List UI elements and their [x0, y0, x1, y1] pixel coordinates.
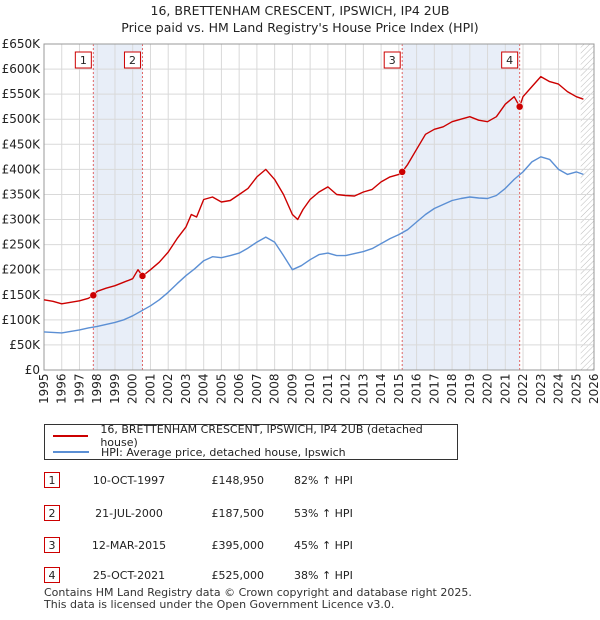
footer-attribution: Contains HM Land Registry data © Crown c… — [44, 587, 472, 611]
sale-price: £525,000 — [211, 569, 265, 582]
table-row: 3 12-MAR-2015 £395,000 45% ↑ HPI — [44, 537, 464, 557]
x-tick-label: 2017 — [427, 373, 441, 404]
sale-point — [398, 168, 406, 176]
x-tick-label: 1998 — [90, 373, 104, 404]
sale-date: 21-JUL-2000 — [95, 507, 163, 520]
sale-hpi-change: 53% ↑ HPI — [294, 507, 353, 520]
series-line — [43, 156, 584, 334]
y-tick-label: £400K — [2, 162, 42, 176]
legend-swatch-hpi — [53, 451, 89, 453]
x-tick-label: 1996 — [55, 373, 69, 404]
footer-line-1: Contains HM Land Registry data © Crown c… — [44, 586, 472, 599]
x-tick-label: 2016 — [410, 373, 424, 404]
sale-marker-label: 3 — [389, 54, 396, 67]
legend-label-hpi: HPI: Average price, detached house, Ipsw… — [101, 445, 346, 459]
x-tick-label: 2025 — [569, 373, 583, 404]
x-tick-label: 2021 — [498, 373, 512, 404]
x-tick-label: 2010 — [303, 373, 317, 404]
sale-marker-box — [123, 51, 141, 69]
legend-swatch-property — [53, 435, 89, 437]
sale-price: £187,500 — [211, 507, 265, 520]
sale-number-badge: 3 — [44, 537, 60, 553]
x-tick-label: 2020 — [481, 373, 495, 404]
x-tick-label: 2014 — [374, 373, 388, 404]
sale-price: £395,000 — [211, 539, 265, 552]
table-row: 4 25-OCT-2021 £525,000 38% ↑ HPI — [44, 567, 464, 587]
x-tick-label: 2001 — [143, 373, 157, 404]
y-tick-label: £650K — [2, 37, 42, 51]
y-tick-label: £200K — [2, 263, 42, 277]
sale-date: 10-OCT-1997 — [92, 474, 166, 487]
sale-price: £148,950 — [211, 474, 265, 487]
series-line — [43, 75, 584, 305]
y-tick-label: £600K — [2, 62, 42, 76]
y-tick-label: £100K — [2, 313, 42, 327]
y-tick-label: £450K — [2, 137, 42, 151]
x-tick-label: 2000 — [126, 373, 140, 404]
x-tick-label: 2004 — [197, 373, 211, 404]
y-tick-label: £300K — [2, 213, 42, 227]
sale-date: 12-MAR-2015 — [91, 539, 167, 552]
sale-number-badge: 2 — [44, 505, 60, 521]
y-tick-label: £50K — [9, 338, 41, 352]
y-tick-label: £0 — [25, 363, 40, 377]
x-tick-label: 2024 — [552, 373, 566, 404]
plot-frame — [43, 43, 595, 371]
x-tick-label: 2013 — [356, 373, 370, 404]
table-row: 2 21-JUL-2000 £187,500 53% ↑ HPI — [44, 505, 464, 525]
footer-line-2: This data is licensed under the Open Gov… — [44, 598, 395, 611]
x-tick-label: 2009 — [285, 373, 299, 404]
x-tick-label: 2003 — [179, 373, 193, 404]
x-tick-label: 2007 — [250, 373, 264, 404]
sale-point — [515, 102, 524, 111]
sale-marker-label: 4 — [506, 54, 513, 67]
x-tick-label: 2011 — [321, 373, 335, 404]
x-tick-label: 2018 — [445, 373, 459, 404]
sale-point — [138, 272, 147, 280]
chart-title: 16, BRETTENHAM CRESCENT, IPSWICH, IP4 2U… — [150, 3, 450, 18]
hatched-forecast-area — [580, 44, 594, 370]
sale-number-badge: 1 — [44, 472, 60, 488]
price-chart: 1 2 3 4 £0 £50K £100K £150K £200K £250K £300K £350K… — [2, 37, 600, 404]
x-tick-label: 2006 — [232, 373, 246, 404]
x-tick-label: 1995 — [37, 373, 51, 404]
sale-hpi-change: 82% ↑ HPI — [294, 474, 353, 487]
sale-marker-label: 1 — [80, 54, 87, 67]
y-tick-label: £250K — [2, 238, 42, 252]
table-row: 1 10-OCT-1997 £148,950 82% ↑ HPI — [44, 472, 464, 492]
x-tick-label: 2019 — [463, 373, 477, 404]
sale-point — [89, 291, 98, 300]
x-tick-label: 2023 — [534, 373, 548, 404]
sale-hpi-change: 38% ↑ HPI — [294, 569, 353, 582]
sale-marker-box — [383, 51, 401, 69]
y-tick-label: £350K — [2, 187, 42, 201]
y-tick-label: £150K — [2, 288, 42, 302]
x-tick-label: 2022 — [516, 373, 530, 404]
x-tick-label: 2026 — [587, 373, 600, 404]
sale-number-badge: 4 — [44, 567, 60, 583]
shaded-range — [402, 44, 520, 370]
sale-marker-label: 2 — [129, 54, 136, 67]
sale-marker-box — [501, 51, 519, 69]
x-tick-label: 2015 — [392, 373, 406, 404]
x-tick-label: 1999 — [108, 373, 122, 404]
legend-item-hpi: HPI: Average price, detached house, Ipsw… — [53, 445, 346, 459]
x-tick-label: 2005 — [214, 373, 228, 404]
sale-date: 25-OCT-2021 — [92, 569, 166, 582]
x-tick-label: 1997 — [72, 373, 86, 404]
x-tick-label: 2008 — [268, 373, 282, 404]
legend-item-property: 16, BRETTENHAM CRESCENT, IPSWICH, IP4 2U… — [53, 423, 457, 449]
sale-hpi-change: 45% ↑ HPI — [294, 539, 353, 552]
y-tick-label: £550K — [2, 87, 42, 101]
x-tick-label: 2002 — [161, 373, 175, 404]
chart-subtitle: Price paid vs. HM Land Registry's House … — [121, 20, 479, 35]
sale-marker-box — [74, 51, 92, 69]
x-tick-label: 2012 — [339, 373, 353, 404]
legend-label-property: 16, BRETTENHAM CRESCENT, IPSWICH, IP4 2U… — [100, 423, 423, 449]
chart-legend: 16, BRETTENHAM CRESCENT, IPSWICH, IP4 2U… — [44, 423, 458, 460]
y-tick-label: £500K — [2, 112, 42, 126]
